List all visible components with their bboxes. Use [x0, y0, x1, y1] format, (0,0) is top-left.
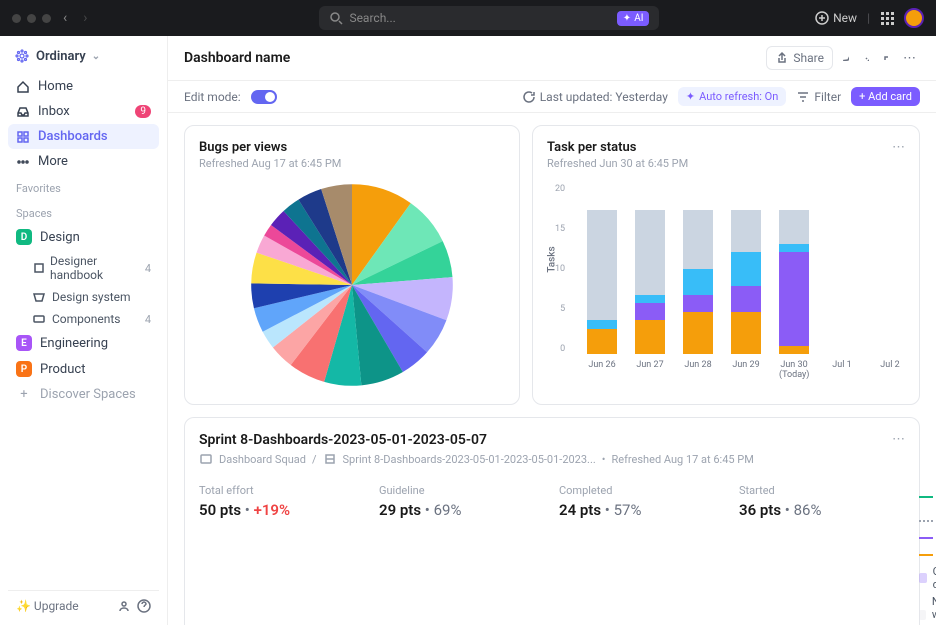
sprint-card: Sprint 8-Dashboards-2023-05-01-2023-05-0… [184, 417, 920, 625]
user-avatar[interactable] [904, 8, 924, 28]
discover-spaces[interactable]: + Discover Spaces [8, 382, 159, 407]
metric: Total effort 50 pts • +19% [199, 484, 339, 625]
doc-icon [32, 261, 44, 275]
subheader: Edit mode: Last updated: Yesterday ✦ Aut… [168, 81, 936, 113]
last-updated[interactable]: Last updated: Yesterday [522, 90, 668, 104]
window-controls [12, 14, 51, 23]
edit-mode-toggle[interactable] [251, 90, 277, 104]
bar-x-label: Jul 2 [875, 360, 905, 380]
home-icon [16, 80, 30, 94]
sidebar: Ordinary ⌄ Home Inbox 9 Dashboards More … [0, 36, 168, 625]
doc-icon [32, 312, 46, 326]
more-icon [16, 155, 30, 169]
bar-column [635, 210, 665, 355]
spaces-header: Spaces [8, 199, 159, 224]
inbox-icon [16, 105, 30, 119]
task-per-status-card: Task per status Refreshed Jun 30 at 6:45… [532, 125, 920, 405]
bar-x-label: Jun 26 [587, 360, 617, 380]
team-icon [199, 452, 213, 466]
space-design[interactable]: D Design [8, 224, 159, 250]
dashboard-icon [16, 130, 30, 144]
workspace-logo-icon [14, 48, 30, 64]
main-content: Dashboard name Share ⋯ Edit mode: Last u… [168, 36, 936, 625]
share-button[interactable]: Share [766, 46, 833, 70]
help-icon[interactable] [137, 599, 151, 613]
sidebar-item-dashboards[interactable]: Dashboards [8, 124, 159, 149]
pie-subtitle: Refreshed Aug 17 at 6:45 PM [199, 157, 341, 170]
sidebar-item-home[interactable]: Home [8, 74, 159, 99]
sprint-icon [323, 452, 337, 466]
sidebar-item-more[interactable]: More [8, 149, 159, 174]
add-card-button[interactable]: + Add card [851, 87, 920, 106]
star-icon[interactable] [839, 51, 853, 65]
search-icon [329, 11, 343, 25]
bar-x-label: Jun 30(Today) [779, 360, 809, 380]
space-badge-product: P [16, 361, 32, 377]
nav-forward[interactable]: › [79, 10, 91, 26]
bar-card-menu[interactable]: ⋯ [892, 140, 905, 155]
person-icon[interactable] [117, 599, 131, 613]
search-placeholder: Search... [349, 11, 395, 25]
nav-back[interactable]: ‹ [59, 10, 71, 26]
sprint-legend: Total effortGuidelineCompletedStartedCom… [919, 484, 936, 625]
expand-icon[interactable] [879, 51, 893, 65]
space-product[interactable]: P Product [8, 356, 159, 382]
search-input[interactable]: Search... ✦ AI [319, 6, 659, 30]
page-title: Dashboard name [184, 50, 290, 66]
share-icon [775, 51, 789, 65]
favorites-header: Favorites [8, 174, 159, 199]
bar-column [683, 210, 713, 355]
doc-icon [32, 290, 46, 304]
new-button[interactable]: New [815, 11, 857, 25]
apps-grid-icon[interactable] [880, 11, 894, 25]
bar-x-label: Jun 27 [635, 360, 665, 380]
bar-x-label: Jun 28 [683, 360, 713, 380]
auto-refresh-pill[interactable]: ✦ Auto refresh: On [678, 87, 786, 106]
sidebar-footer: ✨ Upgrade [8, 590, 159, 617]
filter-icon [796, 90, 810, 104]
sidebar-subitem[interactable]: Design system [8, 286, 159, 308]
bar-column [779, 210, 809, 355]
metric: Guideline 29 pts • 69% [379, 484, 519, 625]
inbox-badge: 9 [135, 105, 151, 118]
pie-chart [247, 180, 457, 390]
bar-column [731, 210, 761, 355]
bar-column [587, 210, 617, 355]
refresh-icon [522, 90, 536, 104]
ai-button[interactable]: ✦ AI [617, 11, 650, 26]
sprint-card-menu[interactable]: ⋯ [892, 432, 905, 447]
sprint-breadcrumb: Dashboard Squad / Sprint 8-Dashboards-20… [199, 452, 754, 466]
space-engineering[interactable]: E Engineering [8, 330, 159, 356]
space-badge-engineering: E [16, 335, 32, 351]
space-badge-design: D [16, 229, 32, 245]
metric: Started 36 pts • 86% [739, 484, 879, 625]
bar-x-label: Jun 29 [731, 360, 761, 380]
main-header: Dashboard name Share ⋯ [168, 36, 936, 81]
more-menu[interactable]: ⋯ [899, 47, 920, 70]
bar-chart: Tasks 20151050 [587, 184, 905, 354]
settings-icon[interactable] [859, 51, 873, 65]
filter-button[interactable]: Filter [796, 90, 841, 104]
bar-subtitle: Refreshed Jun 30 at 6:45 PM [547, 157, 688, 170]
bar-title: Task per status [547, 140, 688, 155]
workspace-switcher[interactable]: Ordinary ⌄ [8, 44, 159, 68]
pie-title: Bugs per views [199, 140, 341, 155]
sprint-title: Sprint 8-Dashboards-2023-05-01-2023-05-0… [199, 432, 754, 448]
bar-x-label: Jul 1 [827, 360, 857, 380]
edit-mode-label: Edit mode: [184, 90, 241, 104]
plus-circle-icon [815, 11, 829, 25]
sidebar-subitem[interactable]: Designer handbook4 [8, 250, 159, 286]
sidebar-item-inbox[interactable]: Inbox 9 [8, 99, 159, 124]
metric: Completed 24 pts • 57% [559, 484, 699, 625]
upgrade-button[interactable]: ✨ Upgrade [16, 599, 79, 613]
bugs-per-views-card: Bugs per views Refreshed Aug 17 at 6:45 … [184, 125, 520, 405]
sidebar-subitem[interactable]: Components4 [8, 308, 159, 330]
topbar: ‹ › Search... ✦ AI New | [0, 0, 936, 36]
